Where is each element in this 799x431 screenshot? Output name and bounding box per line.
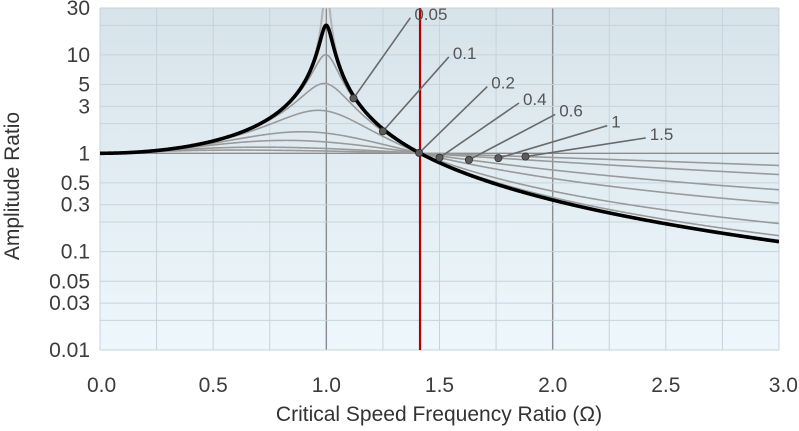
annotation-label: 0.05 bbox=[414, 5, 447, 24]
annotation-leader bbox=[352, 17, 411, 99]
annotation-marker bbox=[521, 152, 530, 161]
y-tick-label: 0.03 bbox=[49, 292, 90, 315]
x-tick-label: 0.0 bbox=[87, 374, 116, 397]
annotation-label: 1 bbox=[611, 113, 620, 132]
y-tick-label: 0.5 bbox=[61, 172, 90, 195]
tick-labels-group: 0.0 0.5 1.0 1.5 2.0 2.5 3.030105310.50.30.10.0… bbox=[49, 0, 798, 397]
y-tick-label: 0.1 bbox=[61, 241, 90, 264]
annotations-group: 0.05 0.1 0.2 0.4 0.6 1 1.5 bbox=[349, 5, 674, 164]
series-line-0.025 bbox=[100, 23, 779, 244]
x-tick-label: 2.0 bbox=[538, 374, 567, 397]
annotation-marker bbox=[464, 155, 473, 164]
annotation-leader bbox=[382, 56, 450, 132]
annotation-marker bbox=[349, 94, 358, 103]
y-axis-title: Amplitude Ratio bbox=[1, 112, 24, 260]
annotation-label: 0.1 bbox=[453, 44, 477, 63]
y-tick-label: 30 bbox=[67, 0, 90, 20]
y-tick-label: 3 bbox=[78, 95, 90, 118]
y-tick-label: 0.05 bbox=[49, 270, 90, 293]
annotation-label: 0.2 bbox=[491, 74, 515, 93]
annotation-leader bbox=[498, 124, 608, 159]
x-tick-label: 0.5 bbox=[199, 374, 228, 397]
annotation-label: 0.6 bbox=[559, 101, 583, 120]
annotation-marker bbox=[378, 127, 387, 136]
annotation-marker bbox=[415, 148, 424, 157]
annotation-marker bbox=[435, 153, 444, 162]
annotation-label: 0.4 bbox=[523, 90, 547, 109]
x-axis-title: Critical Speed Frequency Ratio (Ω) bbox=[276, 403, 602, 426]
y-tick-label: 0.01 bbox=[49, 339, 90, 362]
y-tick-label: 5 bbox=[78, 74, 90, 97]
annotation-marker bbox=[494, 154, 503, 163]
y-tick-label: 0.3 bbox=[61, 194, 90, 217]
x-tick-label: 1.5 bbox=[425, 374, 454, 397]
x-tick-label: 2.5 bbox=[651, 374, 680, 397]
annotation-leader bbox=[468, 113, 556, 161]
annotation-leader bbox=[418, 85, 488, 154]
x-tick-label: 3.0 bbox=[769, 374, 798, 397]
y-tick-label: 10 bbox=[67, 44, 90, 67]
x-tick-label: 1.0 bbox=[312, 374, 341, 397]
annotation-leader bbox=[525, 137, 646, 158]
annotation-leader bbox=[439, 102, 520, 159]
annotation-label: 1.5 bbox=[650, 125, 674, 144]
y-tick-label: 1 bbox=[78, 142, 90, 165]
